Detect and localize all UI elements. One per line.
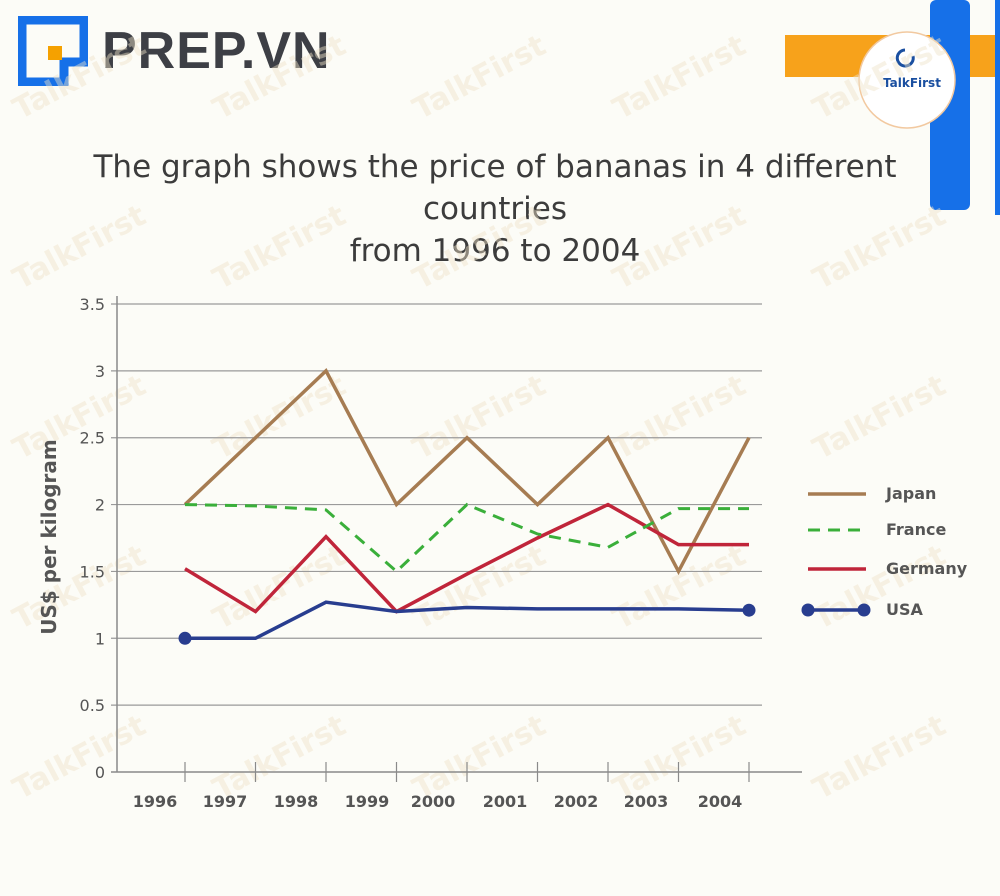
watermark-text: TalkFirst [407,28,551,127]
legend-marker [857,603,871,617]
legend-label-france: France [886,520,946,539]
x-tick-label: 2001 [483,792,528,811]
y-tick-label: 3 [95,362,105,381]
x-tick-label: 1997 [203,792,248,811]
watermark-text: TalkFirst [207,28,351,127]
watermark-text: TalkFirst [7,198,151,297]
prep-logo-icon [17,15,89,87]
watermark-text: TalkFirst [7,368,151,467]
brand-logo: PREP.VN [17,15,331,87]
watermark-text: TalkFirst [607,198,751,297]
watermark-text: TalkFirst [807,198,951,297]
x-tick-label: 1998 [274,792,319,811]
data-point-usa [178,631,192,645]
chart-title-line-2: from 1996 to 2004 [349,233,641,269]
x-tick-label: 1996 [133,792,178,811]
x-tick-label: 2000 [411,792,456,811]
watermark-text: TalkFirst [7,538,151,637]
watermark-layer: TalkFirst TalkFirst TalkFirst TalkFirst Talk… [7,28,951,807]
chart-axes: 0 0.5 1 1.5 2 2.5 3 3.5 1996 1997 1998 1999 2000 2001… [37,295,802,811]
watermark-text: TalkFirst [807,708,951,807]
x-tick-label: 2003 [624,792,669,811]
x-tick-label: 2002 [554,792,599,811]
y-tick-label: 0.5 [80,696,105,715]
watermark-text: TalkFirst [807,538,951,637]
watermark-text: TalkFirst [807,368,951,467]
y-tick-label: 3.5 [80,295,105,314]
y-tick-label: 1 [95,629,105,648]
y-axis-label: US$ per kilogram [37,439,61,635]
watermark-text: TalkFirst [407,368,551,467]
chart-title-line-1: The graph shows the price of bananas in … [93,149,897,227]
brand-name: PREP.VN [102,22,331,80]
svg-text:TalkFirst: TalkFirst [883,76,941,90]
watermark-text: TalkFirst [607,28,751,127]
y-tick-label: 0 [95,763,105,782]
watermark-text: TalkFirst [607,368,751,467]
legend-label-germany: Germany [886,559,968,578]
watermark-text: TalkFirst [207,198,351,297]
series-line-usa [185,600,750,641]
watermark-text: TalkFirst [7,28,151,127]
series-line-japan [183,367,751,576]
chart-title: The graph shows the price of bananas in … [40,146,950,272]
watermark-text: TalkFirst [207,368,351,467]
grid-lines [111,303,762,706]
series-line-france [184,502,749,574]
y-tick-label: 2 [95,496,105,515]
talkfirst-logo: TalkFirst [785,0,1000,215]
watermark-text: TalkFirst [407,538,551,637]
y-tick-label: 1.5 [80,562,105,581]
y-tick-label: 2.5 [80,429,105,448]
series-line-germany [184,502,749,614]
legend-marker [801,603,815,617]
watermark-text: TalkFirst [607,538,751,637]
watermark-text: TalkFirst [7,708,151,807]
watermark-text: TalkFirst [407,198,551,297]
chart-legend: Japan France Germany USA [801,484,968,619]
legend-label-usa: USA [886,600,924,619]
watermark-text: TalkFirst [807,28,951,127]
x-tick-label: 2004 [698,792,743,811]
legend-label-japan: Japan [885,484,936,503]
data-point-usa [742,603,756,617]
x-tick-label: 1999 [345,792,390,811]
series-layer [178,367,756,645]
